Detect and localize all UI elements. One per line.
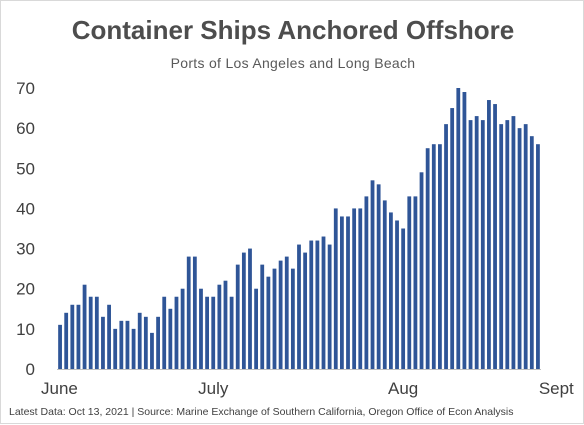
bar (180, 288, 185, 369)
x-tick-label: Sept (539, 379, 574, 398)
bar (352, 208, 357, 369)
bar (113, 328, 118, 369)
bar (76, 304, 81, 369)
chart-title: Container Ships Anchored Offshore (71, 15, 515, 45)
bar (382, 200, 387, 369)
bar (82, 284, 87, 369)
bar (517, 128, 522, 369)
bar (327, 244, 332, 369)
bar (425, 148, 430, 369)
bar (413, 196, 418, 369)
y-tick-label: 30 (16, 240, 35, 259)
bar (438, 144, 442, 369)
bar (370, 180, 375, 369)
source-footer: Latest Data: Oct 13, 2021 | Source: Mari… (9, 406, 514, 418)
bar (358, 208, 363, 369)
bar (156, 316, 160, 369)
bar (499, 124, 504, 369)
bar (339, 216, 344, 369)
y-tick-label: 40 (16, 199, 35, 218)
bar (150, 332, 154, 369)
bar (290, 268, 295, 369)
bar (186, 256, 191, 369)
bar (505, 120, 510, 369)
y-tick-label: 20 (16, 280, 35, 299)
bar (137, 312, 142, 369)
bar (456, 88, 461, 369)
bar (480, 120, 485, 369)
bar (487, 100, 491, 369)
bar (493, 104, 497, 369)
bar (272, 268, 277, 369)
bar (205, 296, 209, 369)
bar (217, 284, 222, 369)
bar (511, 116, 516, 369)
bar (64, 312, 69, 369)
bar (309, 240, 314, 369)
bar (284, 256, 289, 369)
bar (529, 136, 534, 369)
bar (346, 216, 350, 369)
bar (254, 288, 259, 369)
bar (211, 296, 216, 369)
bar (266, 276, 271, 369)
bar (199, 288, 203, 369)
y-tick-label: 50 (16, 159, 35, 178)
bar (131, 328, 136, 369)
bar (223, 280, 228, 369)
bar (523, 124, 528, 369)
bar (297, 244, 301, 369)
bar (248, 248, 252, 369)
bar (235, 264, 240, 369)
bar (419, 172, 424, 369)
y-tick-label: 70 (16, 79, 35, 98)
bar (536, 144, 540, 369)
bar (94, 296, 99, 369)
bar (431, 144, 436, 369)
bar (70, 304, 75, 369)
bar (315, 240, 320, 369)
bar (468, 120, 473, 369)
bar (389, 212, 393, 369)
bar (168, 308, 173, 369)
bar (444, 124, 448, 369)
y-tick-label: 10 (16, 320, 35, 339)
bar (407, 196, 412, 369)
bar (229, 296, 234, 369)
bar (101, 316, 105, 369)
bar (401, 228, 406, 369)
bar (58, 324, 62, 369)
bar (450, 108, 455, 369)
bar (174, 296, 179, 369)
bar (376, 184, 381, 369)
bar (395, 220, 399, 369)
bar (321, 236, 326, 369)
bar (333, 208, 338, 369)
chart-subtitle: Ports of Los Angeles and Long Beach (170, 55, 416, 71)
bar (88, 296, 93, 369)
bar (303, 252, 308, 369)
bar (364, 196, 369, 369)
bar (260, 264, 265, 369)
bar (192, 256, 197, 369)
y-axis: 0 10 20 30 40 50 60 70 (16, 79, 35, 379)
bar (241, 252, 246, 369)
bar (474, 116, 479, 369)
bar (125, 320, 130, 369)
x-tick-label: June (41, 379, 78, 398)
x-tick-label: July (198, 379, 229, 398)
y-tick-label: 60 (16, 119, 35, 138)
bar (462, 92, 467, 369)
bar (143, 316, 148, 369)
bar (119, 320, 124, 369)
bar (278, 260, 283, 369)
bar (162, 296, 167, 369)
x-tick-label: Aug (388, 379, 418, 398)
x-axis: JuneJulyAugSeptOct (41, 379, 574, 398)
bar-series (58, 88, 540, 369)
y-tick-label: 0 (26, 360, 35, 379)
bar (107, 304, 111, 369)
